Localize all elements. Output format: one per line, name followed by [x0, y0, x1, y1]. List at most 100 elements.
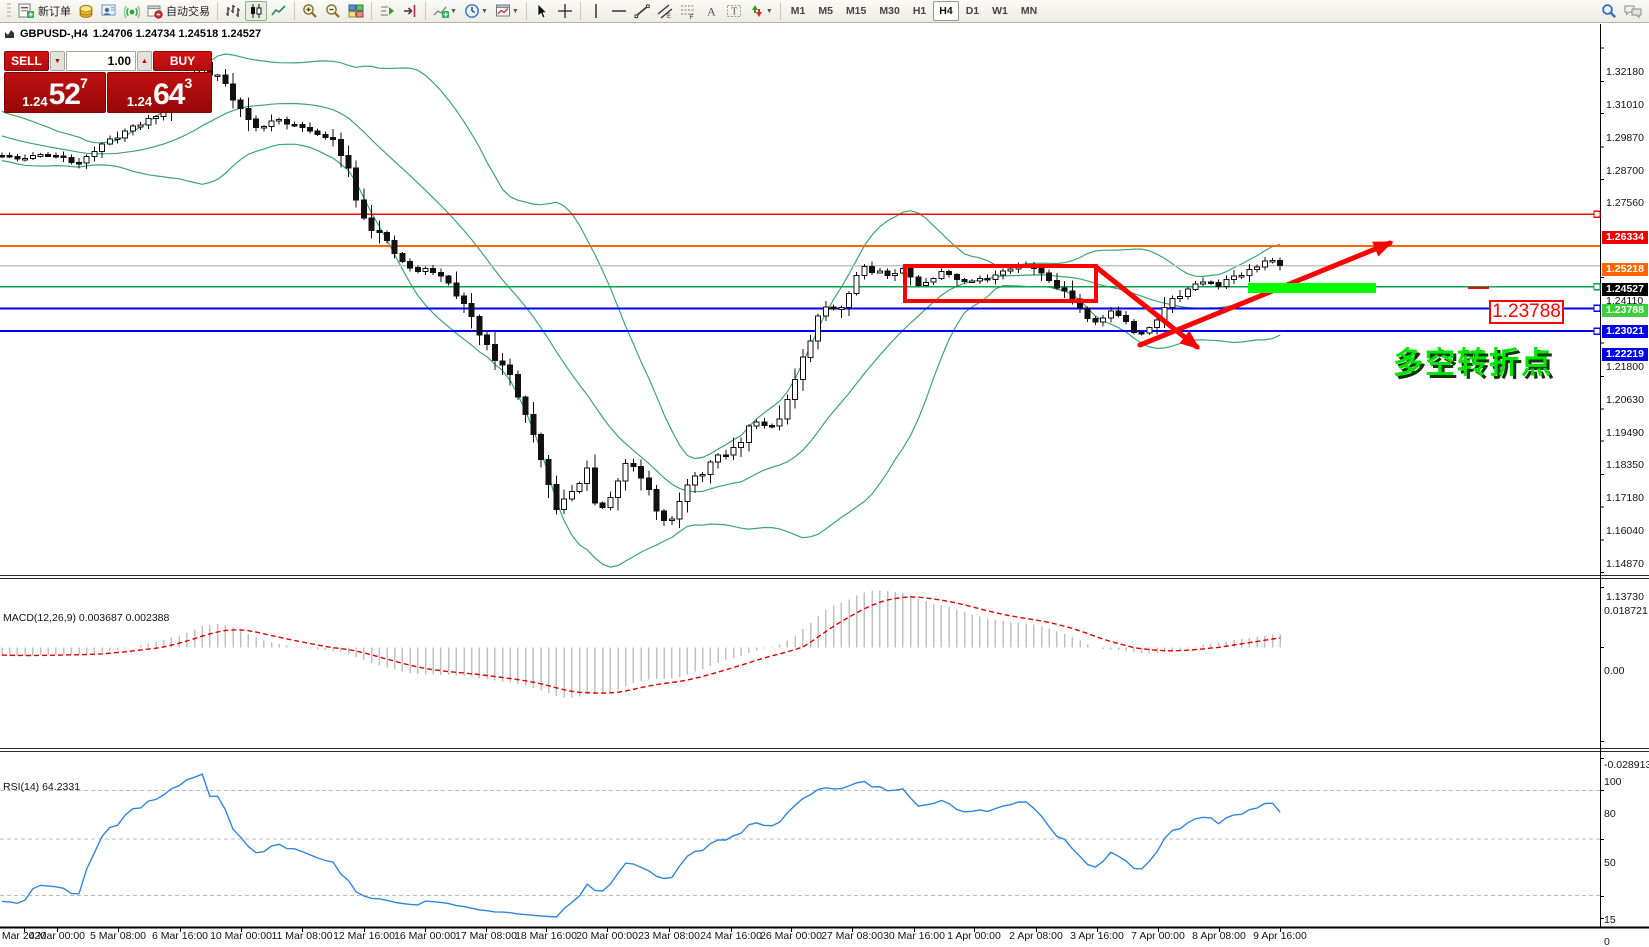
label-button[interactable]: T — [723, 1, 745, 21]
text-button[interactable]: A — [700, 1, 722, 21]
auto-trading-icon — [147, 5, 163, 19]
chart-shift-button[interactable] — [399, 1, 421, 21]
fibonacci-button[interactable]: F — [677, 1, 699, 21]
sell-price-prefix: 1.24 — [22, 94, 48, 109]
svg-text:F: F — [689, 14, 693, 19]
timeframe-button-d1[interactable]: D1 — [965, 5, 980, 17]
time-axis-label: 18 Mar 16:00 — [515, 930, 577, 942]
time-axis-label: 20 Mar 00:00 — [576, 930, 638, 942]
candlestick-chart-button[interactable] — [245, 1, 267, 21]
sell-button[interactable]: SELL — [4, 51, 49, 71]
new-order-button-label: 新订单 — [38, 6, 71, 18]
navigator-button[interactable] — [98, 1, 120, 21]
volume-input[interactable] — [66, 51, 136, 71]
toolbar-drag-handle[interactable] — [7, 3, 11, 19]
timeframe-button-h4[interactable]: H4 — [933, 1, 959, 21]
price-axis-label: 1.32180 — [1606, 66, 1644, 78]
rsi-axis-label: 80 — [1604, 808, 1616, 820]
buy-button[interactable]: BUY — [153, 51, 212, 71]
timeframe-button-h1[interactable]: H1 — [912, 5, 927, 17]
toolbar-separator — [217, 2, 218, 20]
vertical-line-button[interactable] — [585, 1, 607, 21]
chart-shift-icon — [404, 5, 416, 17]
zoom-out-icon — [326, 4, 340, 18]
rsi-axis-label: 0 — [1604, 936, 1610, 947]
timeframe-button-mn[interactable]: MN — [1020, 5, 1038, 17]
toolbar-separator — [525, 2, 527, 20]
sell-price-display[interactable]: 1.24 52 7 — [4, 72, 106, 113]
price-axis-label: 1.31010 — [1606, 99, 1644, 112]
price-axis-label: 1.17180 — [1606, 492, 1644, 505]
time-axis-label: 16 Mar 00:00 — [394, 930, 456, 942]
text-a-icon: A — [707, 5, 716, 19]
zoom-in-icon — [303, 4, 317, 18]
line-chart-button[interactable] — [268, 1, 290, 21]
sell-price-main: 52 — [48, 78, 81, 111]
dropdown-caret-icon[interactable]: ▼ — [511, 7, 519, 15]
chat-button[interactable] — [1621, 1, 1645, 21]
trendline-button[interactable] — [631, 1, 653, 21]
buy-price-display[interactable]: 1.24 64 3 — [107, 72, 212, 113]
auto-scroll-button[interactable] — [376, 1, 398, 21]
macd-axis-label: 0.018721 — [1604, 605, 1648, 617]
timeframe-button-m5[interactable]: M5 — [818, 5, 833, 17]
volume-decrease-button[interactable]: ▼ — [50, 51, 65, 71]
timeframe-button-m30[interactable]: M30 — [879, 5, 900, 17]
price-tag-1.23021: 1.23021 — [1602, 325, 1648, 339]
cursor-button[interactable] — [531, 1, 553, 21]
dropdown-caret-icon[interactable]: ▼ — [480, 7, 488, 15]
price-axis-label: 1.20630 — [1606, 394, 1644, 407]
templates-button[interactable]: ▼ — [492, 1, 522, 21]
chart-area[interactable]: GBPUSD-,H4 1.24706 1.24734 1.24518 1.245… — [0, 24, 1649, 947]
price-axis-label: 1.14870 — [1606, 558, 1644, 571]
periods-button[interactable]: ▼ — [461, 1, 491, 21]
horizontal-line-button[interactable] — [608, 1, 630, 21]
timeframe-button-m15[interactable]: M15 — [845, 5, 867, 17]
autotrading-button[interactable]: 自动交易 — [144, 1, 213, 21]
symbol-name: GBPUSD-,H4 — [20, 28, 88, 40]
time-axis-label: 23 Mar 08:00 — [638, 930, 700, 942]
volume-increase-button[interactable]: ▲ — [137, 51, 152, 71]
rsi-axis-label: 15 — [1604, 914, 1616, 926]
price-chart-canvas[interactable] — [0, 24, 1649, 947]
chart-window-icon — [5, 30, 14, 38]
trendline-icon — [634, 4, 650, 19]
time-axis-label: 12 Mar 16:00 — [333, 930, 395, 942]
macd-axis-label: 0.00 — [1604, 665, 1625, 677]
timeframe-button-w1[interactable]: W1 — [992, 5, 1008, 17]
crosshair-button[interactable] — [554, 1, 576, 21]
time-axis-label: 5 Mar 08:00 — [89, 930, 147, 942]
buy-price-prefix: 1.24 — [126, 94, 153, 109]
time-axis-label: 3 Apr 16:00 — [1070, 930, 1124, 942]
time-axis-label: 1 Apr 00:00 — [947, 930, 1001, 942]
search-button[interactable] — [1598, 1, 1620, 21]
time-axis-label: 8 Apr 08:00 — [1192, 930, 1246, 942]
tile-windows-button[interactable] — [345, 1, 367, 21]
time-axis-label: 27 Mar 08:00 — [821, 930, 883, 942]
dropdown-caret-icon[interactable]: ▼ — [765, 7, 773, 15]
time-axis-label: 2 Apr 08:00 — [1009, 930, 1063, 942]
time-axis-label: 30 Mar 16:00 — [883, 930, 945, 942]
bar-chart-button[interactable] — [222, 1, 244, 21]
zoom-in-button[interactable] — [299, 1, 321, 21]
price-tag-1.23788: 1.23788 — [1602, 303, 1648, 317]
price-axis-label: 1.18350 — [1606, 459, 1644, 472]
dropdown-caret-icon[interactable]: ▼ — [450, 7, 457, 15]
arrows-button[interactable]: ▼ — [746, 1, 776, 21]
price-tag-1.24527: 1.24527 — [1602, 282, 1648, 296]
market-watch-button[interactable] — [75, 1, 97, 21]
rsi-indicator-label: RSI(14) 64.2331 — [3, 781, 81, 793]
price-tag-1.22219: 1.22219 — [1602, 348, 1648, 362]
price-axis-label: 1.28700 — [1606, 164, 1644, 177]
channel-button[interactable]: E — [654, 1, 676, 21]
zoom-out-button[interactable] — [322, 1, 344, 21]
main-toolbar: 新订单 自动交易 ▼ ▼ ▼ E F A T ▼ M1 M5 M15 M30 H1 H4 D1 W1 MN — [0, 0, 1649, 23]
indicators-button[interactable]: ▼ — [430, 1, 460, 21]
new-order-icon — [18, 3, 34, 18]
time-axis-label: 7 Apr 00:00 — [1131, 930, 1185, 942]
macd-axis-label: -0.028913 — [1604, 759, 1649, 771]
signals-button[interactable] — [121, 1, 143, 21]
price-axis-label: 1.19490 — [1606, 426, 1644, 439]
new-order-button[interactable]: 新订单 — [15, 1, 74, 21]
timeframe-button-m1[interactable]: M1 — [790, 5, 806, 17]
